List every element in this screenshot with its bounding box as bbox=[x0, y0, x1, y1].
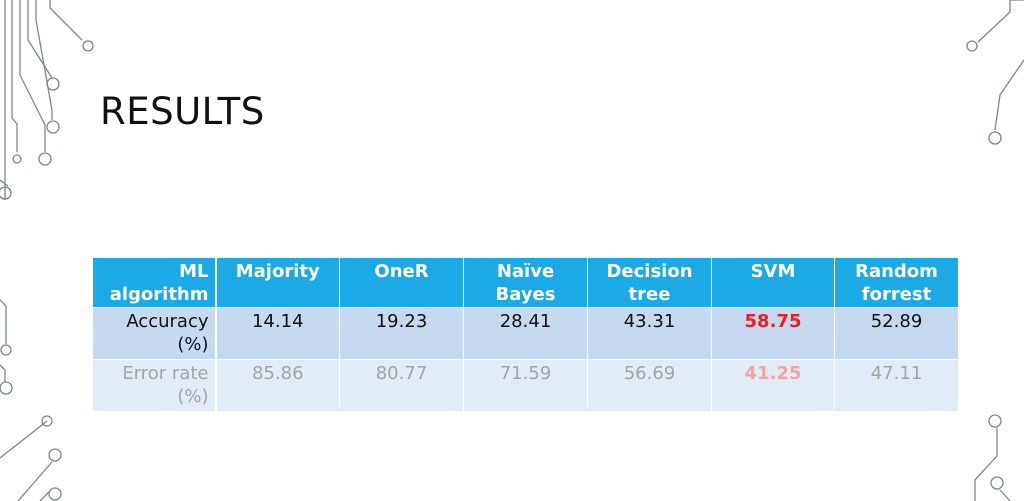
table-cell: 43.31 bbox=[587, 307, 712, 360]
slide-title: RESULTS bbox=[100, 90, 265, 133]
table-cell: 71.59 bbox=[463, 359, 588, 412]
highlighted-cell: 41.25 bbox=[711, 359, 835, 412]
table-cell: 52.89 bbox=[834, 307, 959, 360]
table-cell: 85.86 bbox=[215, 359, 340, 412]
table-row-accuracy: Accuracy (%) 14.14 19.23 28.41 43.31 58.… bbox=[92, 307, 959, 360]
table-row-error-rate: Error rate (%) 85.86 80.77 71.59 56.69 4… bbox=[92, 359, 959, 412]
table-cell: 28.41 bbox=[463, 307, 588, 360]
table-cell: 80.77 bbox=[339, 359, 464, 412]
column-header: Random forrest bbox=[834, 257, 959, 308]
column-header: Majority bbox=[215, 257, 340, 308]
column-header: Naïve Bayes bbox=[463, 257, 588, 308]
table-cell: 19.23 bbox=[339, 307, 464, 360]
table-header-row: ML algorithm Majority OneR Naïve Bayes D… bbox=[92, 257, 959, 308]
row-label: Error rate (%) bbox=[92, 359, 217, 412]
table-cell: 47.11 bbox=[834, 359, 959, 412]
column-header: ML algorithm bbox=[92, 257, 217, 308]
column-header: OneR bbox=[339, 257, 464, 308]
column-header: Decision tree bbox=[587, 257, 712, 308]
results-table: ML algorithm Majority OneR Naïve Bayes D… bbox=[92, 257, 959, 412]
highlighted-cell: 58.75 bbox=[711, 307, 835, 360]
row-label: Accuracy (%) bbox=[92, 307, 217, 360]
table-cell: 14.14 bbox=[215, 307, 340, 360]
column-header: SVM bbox=[711, 257, 835, 308]
table-cell: 56.69 bbox=[587, 359, 712, 412]
